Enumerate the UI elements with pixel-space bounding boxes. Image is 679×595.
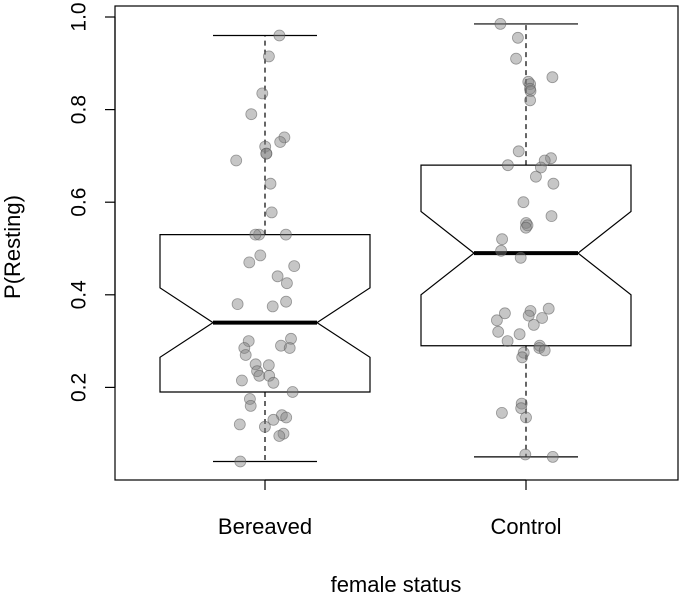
data-point: [524, 85, 537, 97]
data-point: [495, 244, 508, 257]
data-point: [273, 430, 286, 442]
data-point: [522, 309, 535, 322]
data-point: [254, 249, 267, 262]
data-point: [262, 50, 275, 63]
y-tick-label: 0.6: [68, 188, 91, 217]
data-point: [535, 161, 547, 174]
data-point: [280, 295, 293, 308]
data-point: [230, 154, 243, 167]
data-point: [501, 159, 514, 172]
data-point: [280, 411, 293, 424]
notched-box: [420, 164, 632, 347]
data-point: [513, 328, 526, 341]
data-point: [492, 325, 505, 338]
y-tick-label: 0.8: [68, 95, 91, 124]
data-point: [538, 154, 551, 167]
y-tick-label: 0.4: [68, 280, 91, 310]
data-point: [253, 228, 266, 241]
data-point: [260, 147, 273, 160]
data-point: [235, 374, 248, 387]
data-point: [278, 131, 291, 144]
data-point: [249, 358, 262, 371]
data-point: [238, 342, 251, 354]
data-point: [496, 233, 509, 246]
data-point: [280, 277, 293, 290]
data-point: [239, 349, 252, 361]
data-point: [524, 305, 537, 317]
data-point: [530, 170, 542, 183]
data-point: [512, 145, 525, 158]
data-point: [490, 314, 503, 327]
data-point: [285, 332, 297, 345]
data-point: [512, 31, 524, 44]
data-point: [271, 270, 284, 283]
data-point: [520, 411, 532, 424]
data-point: [233, 418, 246, 431]
box-control: [420, 23, 632, 458]
data-point: [501, 335, 514, 348]
data-point: [265, 206, 278, 219]
plot-frame: [114, 5, 679, 481]
data-point: [274, 136, 287, 148]
data-point: [283, 342, 296, 354]
data-point: [258, 420, 271, 433]
data-point: [514, 251, 527, 264]
data-point: [275, 339, 287, 352]
data-point: [520, 221, 532, 234]
data-point: [515, 402, 528, 415]
data-point: [495, 406, 508, 419]
data-point: [273, 29, 286, 42]
data-point: [538, 344, 551, 357]
data-point: [545, 210, 558, 223]
data-point: [494, 17, 507, 30]
data-points: [230, 17, 560, 468]
data-point: [524, 94, 536, 107]
data-point: [267, 376, 280, 389]
data-point: [542, 302, 555, 315]
data-point: [519, 448, 532, 461]
data-point: [527, 318, 540, 331]
boxes: [159, 23, 632, 463]
data-point: [516, 351, 529, 364]
x-axis: Bereaved Control: [218, 479, 562, 539]
y-axis: 0.2 0.4 0.6 0.8 1.0: [68, 2, 116, 402]
x-tick-label: Bereaved: [218, 514, 312, 539]
x-tick-label: Control: [491, 514, 562, 539]
data-point: [279, 228, 292, 241]
data-point: [266, 300, 279, 313]
data-point: [243, 256, 256, 269]
data-point: [267, 413, 280, 426]
data-point: [262, 359, 275, 372]
y-tick-label: 0.2: [68, 373, 91, 402]
data-point: [546, 71, 559, 84]
data-point: [515, 397, 528, 410]
data-point: [253, 369, 266, 382]
data-point: [498, 307, 511, 320]
data-point: [234, 455, 247, 468]
data-point: [264, 177, 277, 190]
notched-box: [159, 234, 371, 393]
y-tick-label: 1.0: [68, 2, 91, 31]
data-point: [242, 335, 255, 348]
data-point: [256, 87, 269, 100]
data-point: [263, 369, 276, 382]
data-point: [517, 346, 530, 359]
y-axis-label: P(Resting): [0, 195, 25, 299]
data-point: [545, 152, 557, 165]
data-point: [288, 260, 301, 273]
data-point: [536, 312, 548, 324]
data-point: [547, 177, 560, 190]
data-point: [244, 399, 257, 412]
data-point: [517, 196, 530, 209]
data-point: [546, 450, 559, 463]
data-point: [286, 386, 299, 398]
box-bereaved: [159, 34, 371, 463]
data-point: [245, 108, 258, 121]
data-point: [249, 228, 262, 241]
data-point: [231, 298, 244, 311]
data-point: [510, 52, 522, 65]
x-axis-label: female status: [331, 572, 462, 595]
